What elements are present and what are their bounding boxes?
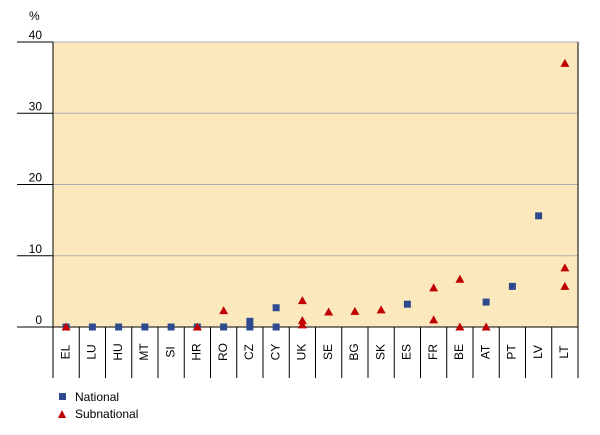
national-point <box>482 298 490 306</box>
x-tick-label: EL <box>58 344 72 359</box>
x-tick-label: SK <box>373 344 387 360</box>
unit-label: % <box>29 9 40 23</box>
subnational-point <box>429 283 439 292</box>
x-tick-label: SI <box>163 346 177 357</box>
subnational-point <box>376 305 386 314</box>
legend-item-national: National <box>55 388 138 405</box>
subnational-point <box>481 322 491 331</box>
square-marker-icon <box>55 393 69 400</box>
national-point <box>272 304 280 312</box>
x-tick-label: MT <box>137 343 151 361</box>
legend-label-subnational: Subnational <box>75 406 139 421</box>
legend-label-national: National <box>75 389 120 404</box>
national-point <box>220 323 228 331</box>
x-tick-label: LU <box>85 344 99 359</box>
x-tick-label: RO <box>216 343 230 361</box>
x-tick-label: CZ <box>242 344 256 360</box>
x-tick-label: PT <box>505 344 519 360</box>
national-point <box>167 323 175 331</box>
x-tick-label: UK <box>295 344 309 361</box>
y-tick-label: 0 <box>35 313 42 327</box>
x-tick-label: AT <box>478 344 492 359</box>
national-point <box>88 323 96 331</box>
y-tick-label: 20 <box>29 171 43 185</box>
x-tick-label: CY <box>268 344 282 361</box>
x-tick-label: LV <box>531 345 545 359</box>
y-tick-label: 40 <box>29 28 43 42</box>
subnational-point <box>560 58 570 67</box>
x-tick-label: SE <box>321 344 335 360</box>
subnational-point <box>219 306 229 315</box>
subnational-point <box>297 320 307 329</box>
x-tick-label: HR <box>190 343 204 361</box>
subnational-point <box>192 322 202 331</box>
y-axis: 0 10 20 30 40 <box>17 28 579 328</box>
x-tick-label: HU <box>111 343 125 360</box>
national-point <box>141 323 149 331</box>
subnational-point <box>455 274 465 283</box>
x-tick-label: ES <box>400 344 414 360</box>
x-axis: EL LU HU MT SI HR RO CZ CY UK SE BG SK ES FR BE AT PT LV LT <box>52 326 579 378</box>
legend: National Subnational <box>55 388 138 422</box>
national-point <box>535 212 543 220</box>
national-point <box>403 300 411 308</box>
data-points <box>61 58 570 331</box>
x-tick-label: BE <box>452 344 466 360</box>
subnational-point <box>350 306 360 315</box>
national-point <box>246 323 254 331</box>
y-tick-label: 10 <box>29 242 43 256</box>
subnational-point <box>324 307 334 316</box>
national-point <box>115 323 123 331</box>
x-tick-label: LT <box>557 345 571 359</box>
subnational-point <box>297 296 307 305</box>
national-point <box>246 317 254 325</box>
x-tick-label: BG <box>347 343 361 360</box>
triangle-marker-icon <box>55 409 69 418</box>
national-point <box>508 282 516 290</box>
x-tick-label: FR <box>426 344 440 360</box>
y-tick-label: 30 <box>29 99 43 113</box>
national-point <box>272 323 280 331</box>
legend-item-subnational: Subnational <box>55 405 138 422</box>
subnational-point <box>560 281 570 290</box>
subnational-point <box>297 316 307 325</box>
subnational-point <box>61 322 71 331</box>
subnational-point <box>560 263 570 272</box>
subnational-point <box>429 315 439 324</box>
subnational-point <box>455 322 465 331</box>
